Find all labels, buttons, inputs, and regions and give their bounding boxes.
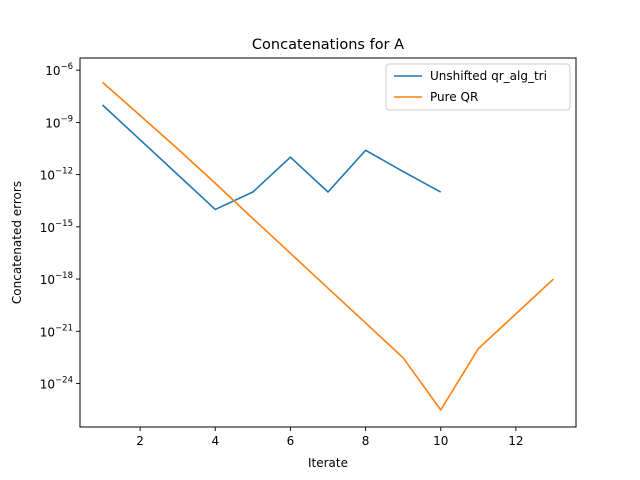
x-tick-label: 10 <box>433 434 448 448</box>
y-tick-label: 10−12 <box>40 167 73 183</box>
x-tick-label: 8 <box>362 434 370 448</box>
x-tick-label: 6 <box>287 434 295 448</box>
y-axis-label: Concatenated errors <box>10 181 24 304</box>
y-tick-label: 10−18 <box>40 271 73 287</box>
plot-frame <box>79 57 577 428</box>
series-line-2 <box>102 81 554 411</box>
x-tick-label: 2 <box>136 434 144 448</box>
legend-label-1: Unshifted qr_alg_tri <box>430 69 547 83</box>
x-axis-label: Iterate <box>308 456 348 470</box>
y-tick-label: 10−15 <box>40 219 73 235</box>
y-ticks: 10−6 10−9 10−12 10−15 10−18 10−21 10−24 <box>40 62 80 391</box>
x-ticks: 2 4 6 8 10 12 <box>136 427 524 448</box>
series-layer <box>102 81 554 411</box>
x-tick-label: 12 <box>508 434 523 448</box>
y-tick-label: 10−6 <box>45 62 73 78</box>
legend-label-2: Pure QR <box>430 90 478 104</box>
y-tick-label: 10−24 <box>40 375 73 391</box>
y-tick-label: 10−21 <box>40 323 73 339</box>
x-tick-label: 4 <box>211 434 219 448</box>
y-tick-label: 10−9 <box>45 114 73 130</box>
series-line-1 <box>102 104 442 211</box>
legend-box <box>385 63 571 111</box>
legend: Unshifted qr_alg_tri Pure QR <box>385 63 571 111</box>
chart-title: Concatenations for A <box>252 37 404 53</box>
